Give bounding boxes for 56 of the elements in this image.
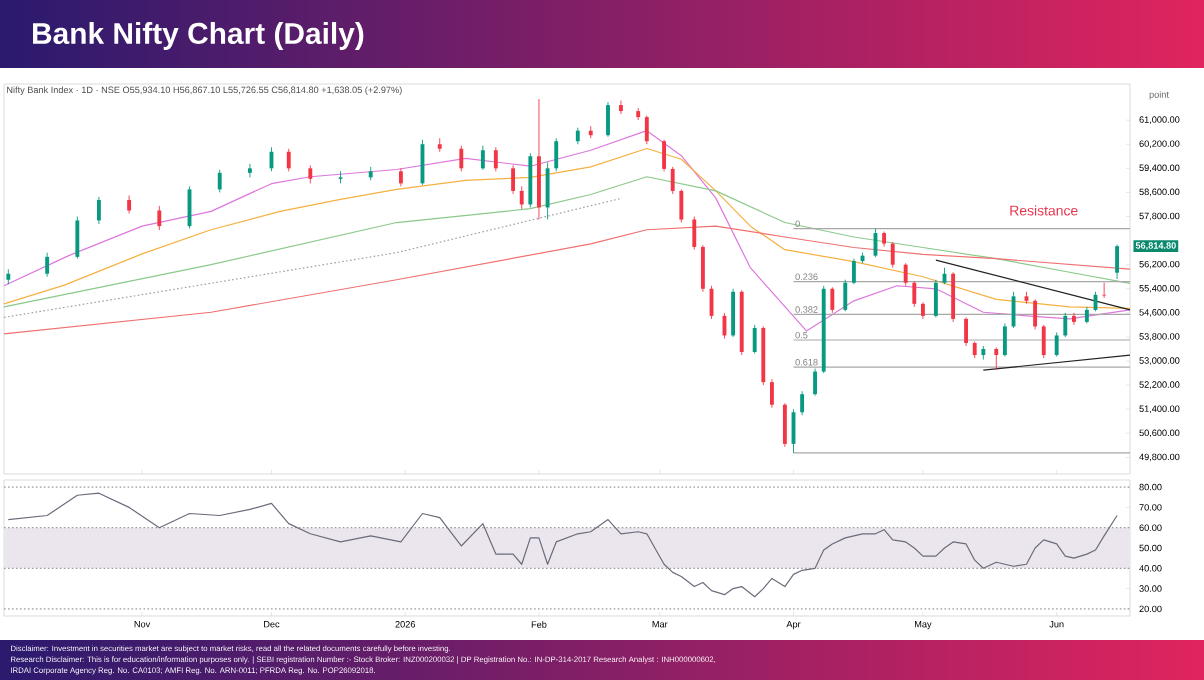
candlestick [247,163,252,178]
candlestick [1115,244,1120,280]
candlestick [782,402,787,448]
candlestick [830,286,835,314]
candlestick [851,258,856,285]
candlestick [1063,312,1068,338]
candlestick [800,390,805,416]
candlestick [1002,322,1007,357]
candlestick [157,205,162,231]
candlestick [769,378,774,409]
candlestick [127,194,132,214]
candlestick [890,241,895,269]
candlestick [1033,298,1038,330]
candlestick [1102,282,1107,299]
candlestick [933,279,938,318]
chart-title: Bank Nifty Chart (Daily) [33,22,364,50]
candlestick [493,146,498,172]
candlestick [813,368,818,397]
line-series [3,176,1131,308]
line-series [3,147,1131,309]
candlestick [731,288,736,338]
candlestick [459,145,464,172]
candlestick [398,167,403,187]
candlestick [511,164,516,195]
candlestick [679,188,684,223]
candlestick [692,216,697,251]
candlestick [217,169,222,193]
candlestick [843,279,848,312]
candlestick [912,280,917,308]
candlestick [752,324,757,354]
candlestick [554,137,559,172]
candlestick [994,347,999,371]
candlestick [338,170,343,184]
candlestick [662,139,667,172]
candlestick [1041,324,1046,359]
candlestick [964,316,969,347]
candlestick [618,100,623,115]
candlestick [75,216,80,260]
line-series [3,130,1131,332]
candlestick [96,196,101,225]
candlestick [670,166,675,195]
line-series [3,225,1131,335]
candlestick [480,145,485,171]
candlestick [545,161,550,220]
candlestick [951,271,956,323]
candlestick [286,148,291,172]
candlestick [308,164,313,184]
candlestick [1071,312,1076,326]
candlestick [903,262,908,287]
candlestick [644,115,649,145]
candlestick [700,244,705,293]
candlestick [1054,332,1059,357]
line-series [7,492,1118,598]
candlestick [45,252,50,278]
candlestick [519,185,524,210]
candlestick [606,101,610,138]
